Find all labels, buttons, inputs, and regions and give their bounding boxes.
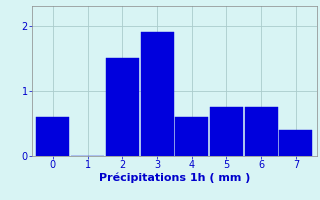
Bar	[140, 32, 173, 156]
Bar	[245, 107, 278, 156]
Bar	[279, 130, 312, 156]
Bar	[175, 117, 208, 156]
X-axis label: Précipitations 1h ( mm ): Précipitations 1h ( mm )	[99, 173, 250, 183]
Bar	[210, 107, 243, 156]
Bar	[36, 117, 69, 156]
Bar	[106, 58, 139, 156]
